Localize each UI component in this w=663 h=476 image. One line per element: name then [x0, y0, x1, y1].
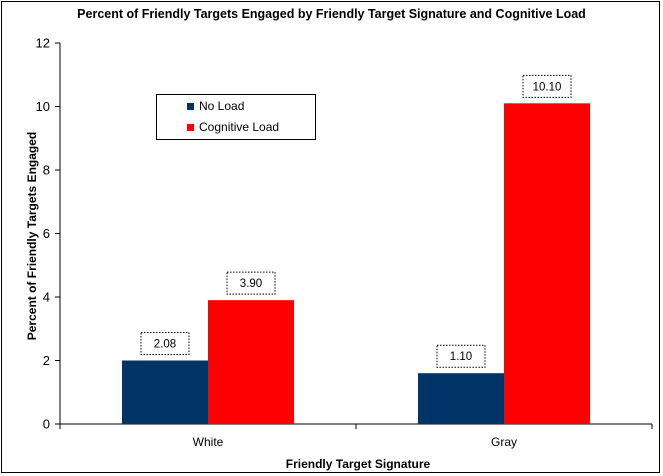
- y-tick-label-4: 4: [43, 290, 50, 305]
- y-tick-label-6: 6: [43, 226, 50, 241]
- bar-cognitive-load-gray: [504, 103, 590, 424]
- y-tick-label-8: 8: [43, 163, 50, 178]
- x-axis-label: Friendly Target Signature: [285, 457, 431, 471]
- data-label-box-cognitive-load-gray: [522, 74, 572, 98]
- bar-cognitive-load-white: [208, 300, 294, 424]
- legend-swatch-no-load: [187, 102, 194, 110]
- x-tick-label-white: White: [193, 435, 224, 449]
- chart-title: Percent of Friendly Targets Engaged by F…: [77, 7, 586, 21]
- legend-label-no-load: No Load: [199, 99, 245, 113]
- x-tick-label-gray: Gray: [491, 435, 517, 449]
- data-label-no-load-white: 2.08: [154, 339, 176, 351]
- data-label-cognitive-load-white: 3.90: [240, 278, 262, 290]
- data-label-box-cognitive-load-white: [226, 271, 276, 295]
- data-label-box-no-load-white: [140, 332, 190, 355]
- bar-no-load-white: [122, 360, 208, 424]
- legend-label-cognitive-load: Cognitive Load: [199, 120, 280, 134]
- y-tick-label-2: 2: [43, 353, 50, 368]
- data-label-cognitive-load-gray: 10.10: [533, 81, 562, 93]
- legend-item-cognitive-load: Cognitive Load: [187, 119, 279, 135]
- data-label-no-load-gray: 1.10: [450, 351, 472, 363]
- y-tick-label-0: 0: [43, 417, 50, 432]
- data-label-box-no-load-gray: [436, 344, 486, 368]
- bar-no-load-gray: [418, 373, 504, 424]
- legend: No Load Cognitive Load: [156, 94, 316, 140]
- y-tick-label-10: 10: [36, 99, 50, 114]
- legend-item-no-load: No Load: [187, 98, 244, 114]
- y-tick-label-12: 12: [36, 36, 50, 51]
- legend-swatch-cognitive-load: [187, 123, 194, 131]
